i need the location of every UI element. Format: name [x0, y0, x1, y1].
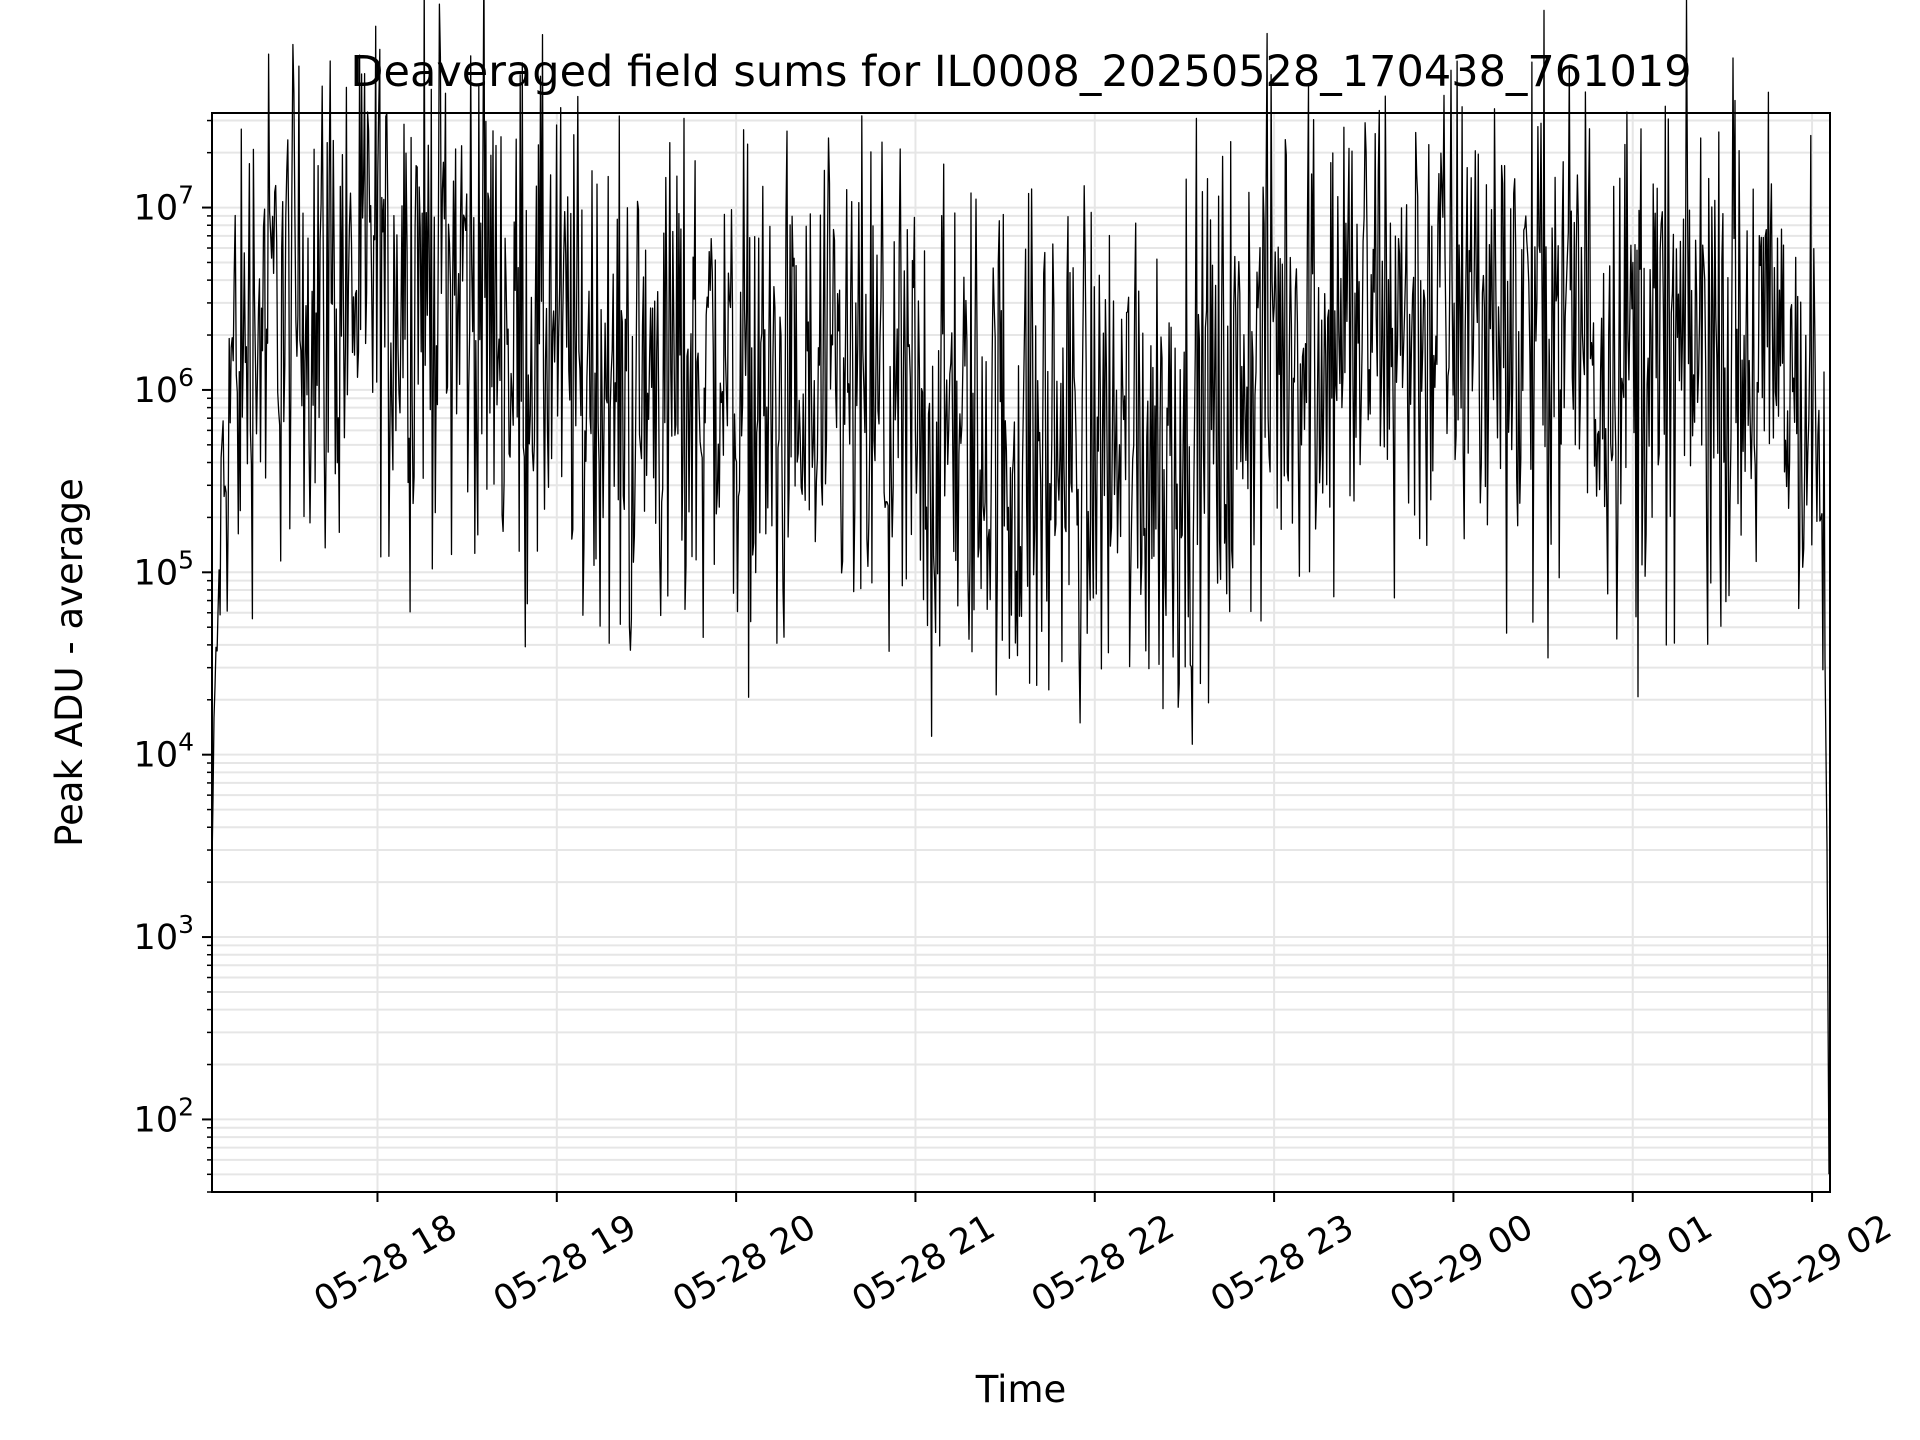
y-tick-exponent: 7 — [178, 181, 194, 210]
y-tick-label: 102 — [134, 1092, 194, 1140]
y-tick-base: 10 — [134, 918, 179, 958]
y-tick-base: 10 — [134, 736, 179, 776]
y-tick-exponent: 6 — [178, 363, 194, 392]
y-tick-base: 10 — [134, 189, 179, 229]
y-axis-label: Peak ADU - average — [48, 478, 91, 847]
chart-title: Deaveraged field sums for IL0008_2025052… — [350, 47, 1691, 97]
plot-frame — [211, 112, 1831, 1193]
x-axis-label: Time — [975, 1368, 1067, 1411]
y-tick-label: 106 — [134, 363, 194, 411]
y-tick-exponent: 4 — [178, 728, 194, 757]
y-tick-label: 105 — [134, 545, 194, 593]
y-tick-base: 10 — [134, 553, 179, 593]
y-tick-base: 10 — [134, 1100, 179, 1140]
y-tick-label: 104 — [134, 728, 194, 776]
series-line — [211, 0, 1830, 1175]
y-tick-exponent: 2 — [178, 1092, 194, 1121]
y-tick-exponent: 3 — [178, 910, 194, 939]
y-tick-label: 103 — [134, 910, 194, 958]
y-tick-exponent: 5 — [178, 545, 194, 574]
series-trace — [211, 0, 1830, 1175]
y-tick-label: 107 — [134, 181, 194, 229]
y-tick-base: 10 — [134, 371, 179, 411]
